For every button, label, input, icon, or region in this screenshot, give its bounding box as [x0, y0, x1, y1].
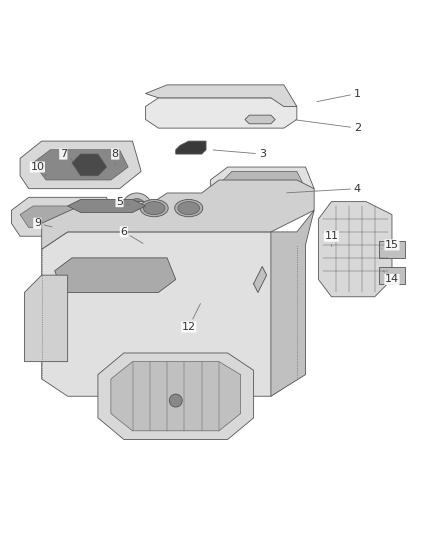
Polygon shape	[145, 228, 159, 238]
Polygon shape	[271, 211, 314, 396]
Polygon shape	[55, 258, 176, 293]
Polygon shape	[72, 154, 106, 176]
Polygon shape	[254, 266, 267, 293]
Text: 3: 3	[213, 149, 266, 159]
Ellipse shape	[140, 199, 168, 217]
Ellipse shape	[145, 224, 159, 231]
Polygon shape	[42, 180, 314, 249]
Polygon shape	[98, 353, 254, 440]
Polygon shape	[379, 266, 405, 284]
Polygon shape	[128, 228, 141, 238]
Polygon shape	[25, 275, 67, 361]
Text: 8: 8	[112, 149, 119, 164]
Ellipse shape	[128, 224, 141, 231]
Polygon shape	[176, 141, 206, 154]
Circle shape	[122, 193, 152, 223]
Polygon shape	[379, 240, 405, 258]
Ellipse shape	[178, 201, 200, 215]
Ellipse shape	[128, 235, 141, 242]
Polygon shape	[20, 141, 141, 189]
Ellipse shape	[145, 235, 159, 242]
Circle shape	[169, 394, 182, 407]
Polygon shape	[145, 98, 297, 128]
Polygon shape	[33, 150, 128, 180]
Text: 12: 12	[182, 304, 201, 332]
Polygon shape	[145, 85, 297, 107]
Circle shape	[127, 199, 146, 217]
Polygon shape	[11, 197, 115, 236]
Text: 5: 5	[116, 197, 130, 207]
Polygon shape	[111, 361, 240, 431]
Text: 11: 11	[325, 231, 339, 246]
Text: 14: 14	[383, 271, 399, 285]
Polygon shape	[20, 206, 106, 228]
Polygon shape	[219, 172, 305, 197]
Polygon shape	[210, 167, 314, 201]
Ellipse shape	[143, 201, 165, 215]
Polygon shape	[245, 115, 275, 124]
Ellipse shape	[175, 199, 203, 217]
Text: 7: 7	[60, 149, 74, 161]
Polygon shape	[318, 201, 392, 297]
Text: 2: 2	[295, 120, 361, 133]
Text: 6: 6	[120, 227, 143, 244]
Text: 15: 15	[381, 240, 399, 250]
Text: 4: 4	[286, 184, 361, 193]
Text: 9: 9	[34, 218, 52, 228]
Text: 1: 1	[317, 88, 361, 102]
Text: 10: 10	[30, 162, 46, 176]
Polygon shape	[42, 232, 297, 396]
Polygon shape	[67, 199, 145, 213]
